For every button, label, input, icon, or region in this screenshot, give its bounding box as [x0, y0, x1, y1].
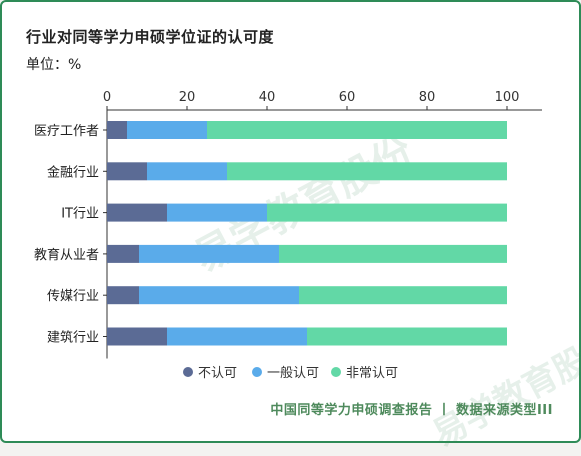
bar-segment-general	[147, 162, 227, 181]
chart-title: 行业对同等学力申硕学位证的认可度	[26, 28, 275, 46]
bar-segment-very	[307, 327, 507, 346]
x-tick-label: 60	[339, 90, 356, 105]
legend-marker	[183, 367, 193, 377]
category-label: 教育从业者	[34, 247, 99, 263]
category-label: 建筑行业	[47, 330, 99, 346]
bar-segment-very	[227, 162, 507, 181]
x-tick-label: 80	[419, 90, 436, 105]
bar-segment-general	[127, 121, 207, 139]
legend-marker	[331, 367, 341, 377]
bar-segment-general	[167, 203, 267, 222]
x-tick-label: 20	[179, 90, 196, 105]
bar-segment-not-recognized	[107, 162, 147, 181]
bar-segment-not-recognized	[107, 203, 167, 222]
legend-label: 不认可	[198, 366, 237, 381]
bar-segment-very	[279, 244, 507, 263]
bar-segment-general	[139, 244, 279, 263]
unit-label: 单位：%	[26, 57, 82, 73]
legend-label: 非常认可	[346, 366, 398, 381]
bar-segment-very	[267, 203, 507, 222]
category-label: 金融行业	[47, 164, 99, 180]
legend-label: 一般认可	[267, 365, 319, 381]
legend-marker	[252, 367, 262, 377]
bar-segment-not-recognized	[107, 286, 139, 305]
bar-segment-not-recognized	[107, 327, 167, 346]
bar-segment-very	[207, 121, 507, 139]
x-tick-label: 100	[495, 90, 520, 105]
bar-segment-general	[167, 327, 307, 346]
bar-segment-not-recognized	[107, 121, 127, 139]
bar-segment-general	[139, 286, 299, 305]
x-tick-label: 0	[103, 90, 111, 105]
category-label: 医疗工作者	[34, 124, 99, 139]
x-tick-label: 40	[259, 90, 276, 105]
bar-segment-very	[299, 286, 507, 305]
bar-segment-not-recognized	[107, 244, 139, 263]
category-label: IT行业	[61, 207, 99, 222]
source-footer: 中国同等学力申硕调查报告 丨 数据来源类型III	[270, 403, 553, 418]
category-label: 传媒行业	[47, 289, 99, 304]
